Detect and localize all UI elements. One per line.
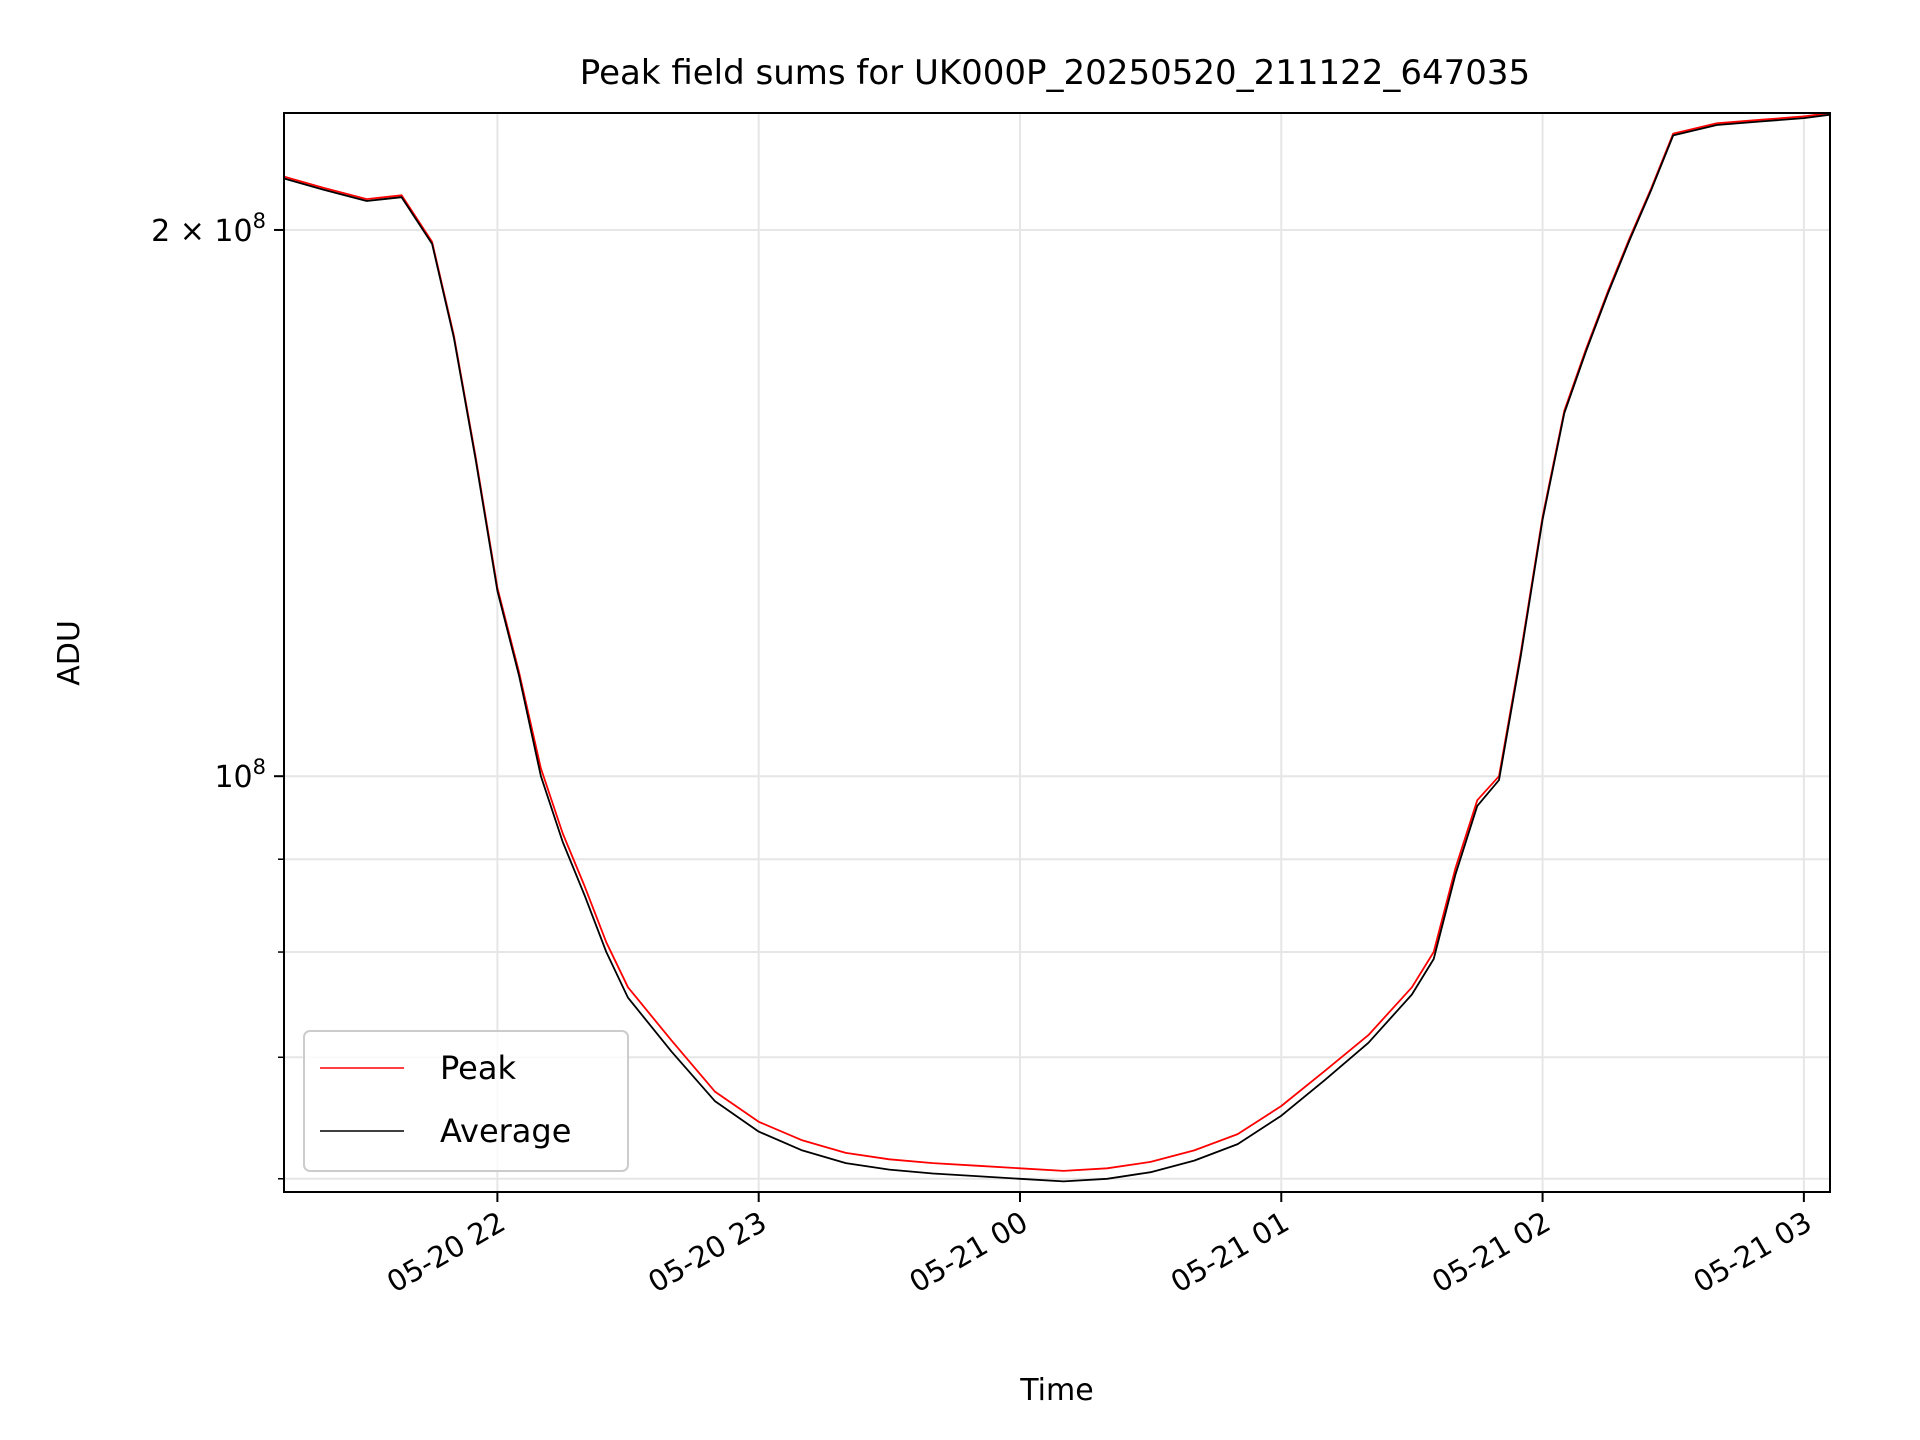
chart-title: Peak field sums for UK000P_20250520_2111… [580,53,1530,93]
plot-frame [283,112,1831,1193]
plot-area [283,112,1831,1193]
y-axis-label: ADU [52,620,87,686]
y-tick-label: 2 × 108 [151,209,266,249]
y-tick-label-exponent: 8 [253,755,266,779]
y-tick-label-base: 10 [214,760,252,795]
y-tick-label-base: 2 × 10 [151,214,252,249]
plot-background [284,113,1830,1192]
series-layer [283,112,1831,1183]
legend-label-average: Average [440,1112,571,1150]
grid-layer [284,113,1830,1192]
legend: Peak Average [303,1030,629,1172]
legend-label-peak: Peak [440,1049,516,1087]
y-tick-label-exponent: 8 [253,209,266,233]
legend-frame [303,1030,629,1172]
series-line-average [283,113,1831,1183]
x-axis-label: Time [1019,1373,1093,1408]
y-tick-label: 108 [214,755,266,795]
